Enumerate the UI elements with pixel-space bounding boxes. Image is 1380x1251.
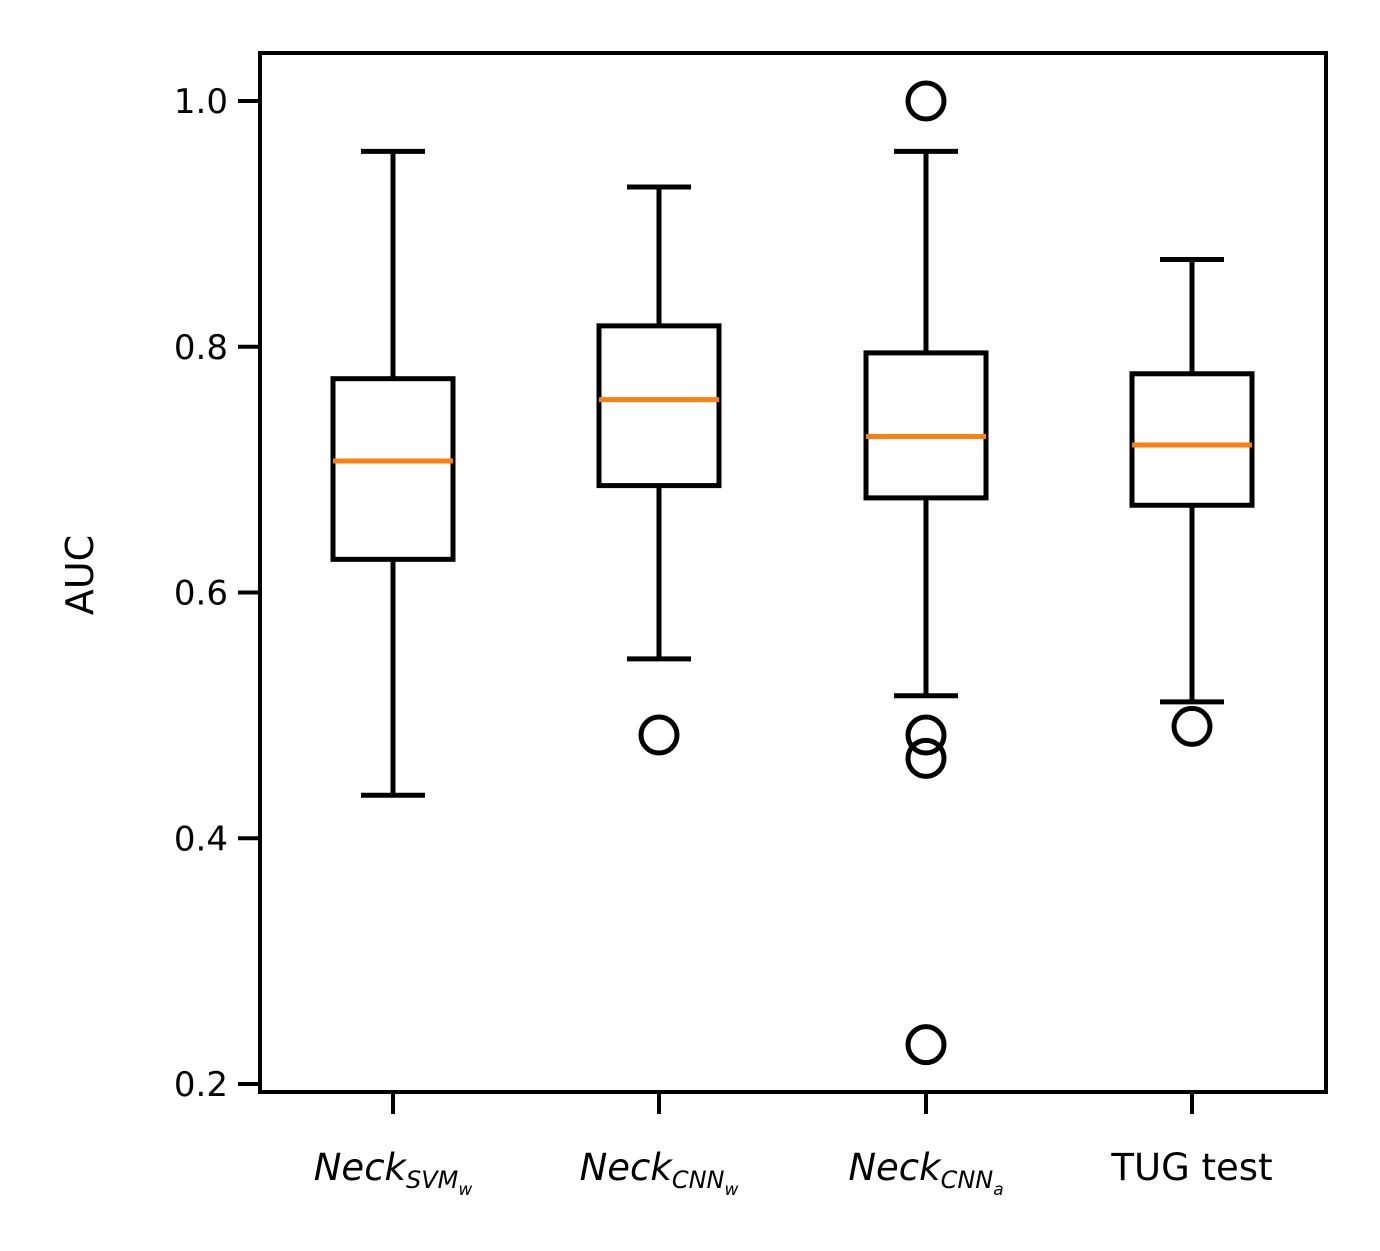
box-iqr — [596, 323, 722, 489]
y-tick-label: 0.8 — [174, 328, 228, 368]
x-tick-label-sub-subscript: a — [993, 1180, 1003, 1200]
x-tick-label-subscript: CNN — [672, 1166, 725, 1194]
y-axis: 0.2 0.4 0.6 0.8 1.0 — [174, 82, 260, 1105]
x-tick-label: NeckSVMw — [314, 1146, 473, 1200]
x-tick-label: TUG test — [1110, 1146, 1272, 1189]
plot-marks — [330, 80, 1255, 1066]
x-tick-label-main: TUG test — [1110, 1146, 1272, 1189]
box-group — [863, 80, 989, 1066]
box-iqr — [330, 376, 456, 562]
plot-frame — [258, 51, 1328, 1094]
x-tick-label-sub-subscript: w — [458, 1180, 472, 1200]
x-tick-label-sub-subscript: w — [724, 1180, 738, 1200]
box-iqr — [863, 350, 989, 501]
x-tick-label-subscript: CNN — [941, 1166, 994, 1194]
y-axis-label: AUC — [58, 535, 102, 615]
x-tick-label: NeckCNNw — [580, 1146, 739, 1200]
outlier-point — [905, 1024, 947, 1066]
box-iqr — [1129, 371, 1255, 508]
box-group — [1129, 257, 1255, 747]
outlier-point — [638, 714, 680, 756]
outlier-point — [905, 714, 947, 756]
x-tick-label: NeckCNNa — [848, 1146, 1003, 1200]
box-group — [596, 184, 722, 756]
y-tick-label: 1.0 — [174, 82, 228, 122]
x-tick-label-main: Neck — [848, 1146, 942, 1189]
y-tick-label: 0.6 — [174, 574, 228, 614]
y-tick-label: 0.2 — [174, 1065, 228, 1105]
outlier-point — [905, 737, 947, 779]
outlier-point — [905, 80, 947, 122]
x-tick-label-subscript: SVM — [406, 1166, 459, 1194]
outlier-point — [1171, 705, 1213, 747]
x-tick-label-main: Neck — [314, 1146, 408, 1189]
x-tick-label-main: Neck — [580, 1146, 674, 1189]
box-group — [330, 148, 456, 798]
y-tick-label: 0.4 — [174, 819, 228, 859]
